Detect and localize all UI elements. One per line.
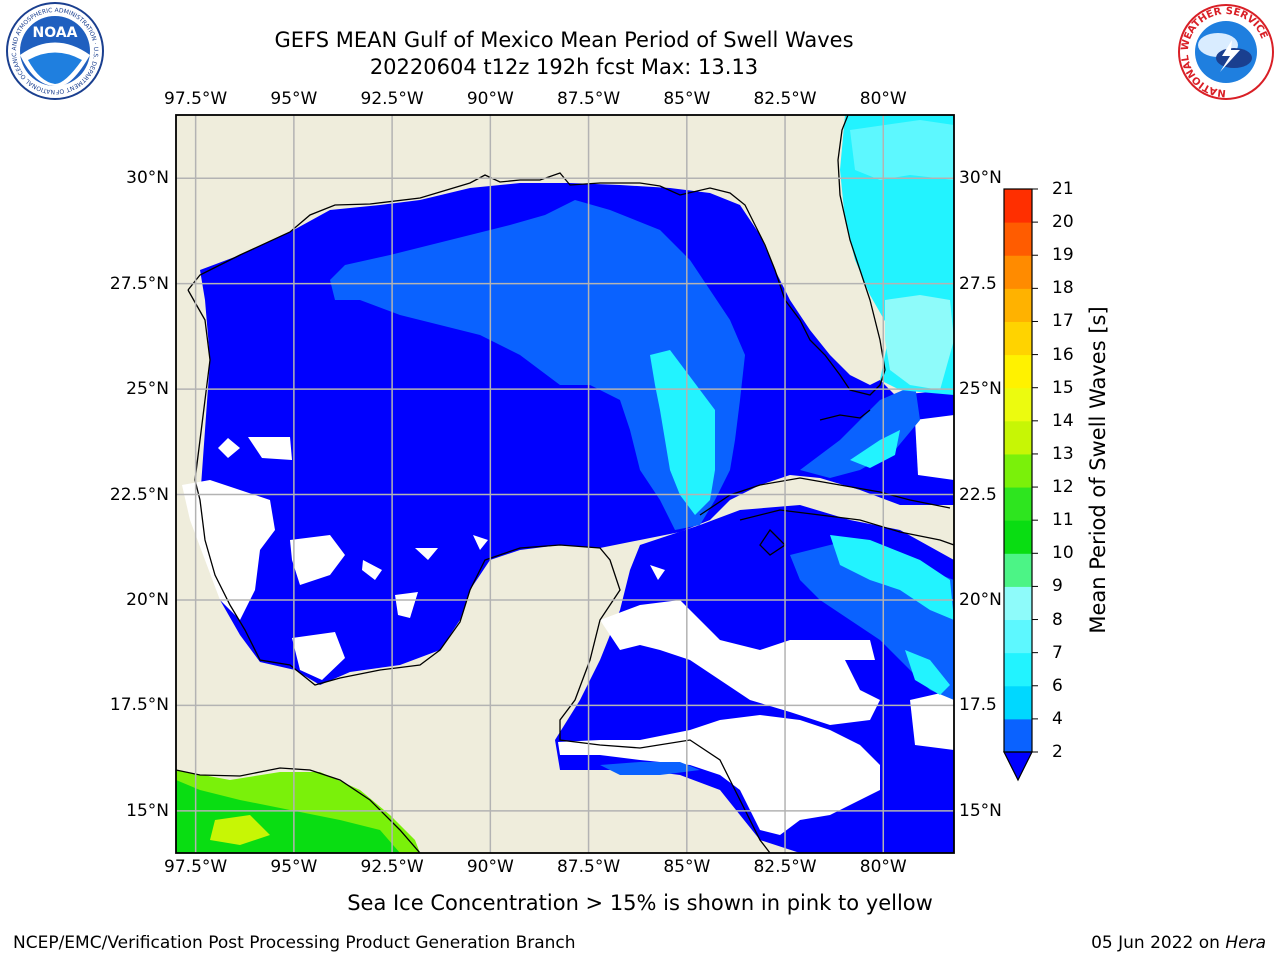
colorbar-segment (1004, 652, 1032, 687)
colorbar-label: Mean Period of Swell Waves [s] (1086, 306, 1110, 634)
tick-label: 87.5°W (556, 857, 621, 877)
colorbar-segment (1004, 420, 1032, 455)
tick-label: 95°W (270, 857, 318, 877)
colorbar-tick-label: 14 (1052, 410, 1074, 431)
map-area (176, 115, 954, 853)
colorbar-segment (1004, 553, 1032, 587)
tick-label: 22.5 (959, 484, 997, 505)
colorbar-frame (1003, 188, 1033, 753)
tick-label: 25°N (959, 379, 1002, 400)
footer-date: 05 Jun 2022 on Hera (1091, 933, 1266, 953)
colorbar-tick-label: 19 (1052, 245, 1074, 266)
tick-label: 80°W (859, 857, 907, 877)
colorbar-segment (1004, 255, 1032, 289)
tick-label: 85°W (663, 857, 711, 877)
colorbar-segment (1004, 288, 1032, 322)
colorbar-tick-label: 13 (1052, 443, 1074, 464)
colorbar-tick-label: 8 (1052, 609, 1063, 630)
colorbar-tick-label: 20 (1052, 212, 1074, 233)
colorbar-tick-label: 4 (1052, 708, 1063, 729)
tick-label: 95°W (270, 89, 318, 109)
colorbar-segment (1004, 586, 1032, 621)
colorbar (1003, 188, 1038, 782)
footer-date-text: 05 Jun 2022 on (1091, 933, 1226, 953)
noaa-logo-icon: NATIONAL OCEANIC AND ATMOSPHERIC ADMINIS… (0, 0, 104, 100)
tick-label: 27.5°N (109, 273, 169, 294)
pacific-yellow-patch (210, 815, 270, 845)
tick-label: 87.5°W (556, 89, 621, 109)
colorbar-tick-label: 10 (1052, 543, 1074, 564)
tick-label: 80°W (859, 89, 907, 109)
map-gridlines (176, 115, 954, 853)
colorbar-segment (1004, 189, 1032, 223)
colorbar-tick-label: 2 (1052, 742, 1063, 762)
tick-label: 82.5°W (753, 89, 817, 109)
tick-label: 15°N (959, 800, 1002, 821)
ice-note: Sea Ice Concentration > 15% is shown in … (347, 891, 933, 915)
colorbar-segment (1004, 453, 1032, 488)
colorbar-segment (1004, 222, 1032, 256)
nws-logo-icon: NATIONAL WEATHER SERVICE (1178, 4, 1274, 100)
colorbar-segment (1004, 619, 1032, 654)
atlantic-light-patch (885, 295, 954, 390)
colorbar-tick-label: 6 (1052, 675, 1063, 696)
colorbar-segment (1004, 354, 1032, 389)
tick-label: 17.5 (959, 695, 997, 716)
chart-title: GEFS MEAN Gulf of Mexico Mean Period of … (274, 28, 854, 52)
colorbar-segment (1004, 487, 1032, 521)
tick-label: 15°N (126, 800, 169, 821)
tick-label: 30°N (126, 168, 169, 189)
tick-label: 92.5°W (360, 857, 424, 877)
colorbar-tick-label: 11 (1052, 510, 1074, 531)
tick-label: 85°W (663, 89, 711, 109)
tick-label: 17.5°N (109, 695, 169, 716)
tick-label: 82.5°W (753, 857, 817, 877)
colorbar-tick-label: 15 (1052, 377, 1074, 398)
colorbar-tick-label: 12 (1052, 477, 1074, 498)
chart-subtitle: 20220604 t12z 192h fcst Max: 13.13 (369, 55, 759, 79)
colorbar-tick-label: 18 (1052, 278, 1074, 299)
tick-label: 30°N (959, 168, 1002, 189)
colorbar-tick-label: 21 (1052, 179, 1074, 199)
colorbar-extend-arrow (1003, 751, 1033, 782)
tick-label: 20°N (959, 589, 1002, 610)
svg-text:NOAA: NOAA (33, 25, 78, 41)
colorbar-tick-label: 16 (1052, 344, 1074, 365)
colorbar-tick-label: 7 (1052, 642, 1063, 663)
map-frame (175, 114, 955, 854)
colorbar-segment (1004, 321, 1032, 356)
tick-label: 97.5°W (164, 857, 228, 877)
tick-label: 92.5°W (360, 89, 424, 109)
colorbar-segment (1004, 520, 1032, 554)
colorbar-segment (1004, 685, 1032, 720)
footer-host: Hera (1225, 933, 1266, 953)
atlantic-shelf-patch (850, 120, 954, 180)
tick-label: 90°W (466, 857, 514, 877)
tick-label: 27.5 (959, 273, 997, 294)
swell-period-contours (330, 200, 954, 775)
tick-label: 22.5°N (109, 484, 169, 505)
colorbar-tick-label: 9 (1052, 576, 1063, 597)
tick-label: 25°N (126, 379, 169, 400)
tick-label: 90°W (466, 89, 514, 109)
tick-label: 97.5°W (164, 89, 228, 109)
colorbar-tick-label: 17 (1052, 311, 1074, 332)
colorbar-segment (1004, 718, 1032, 753)
colorbar-segment (1004, 387, 1032, 422)
footer-credit: NCEP/EMC/Verification Post Processing Pr… (13, 933, 576, 953)
coastlines (176, 115, 954, 853)
tick-label: 20°N (126, 589, 169, 610)
